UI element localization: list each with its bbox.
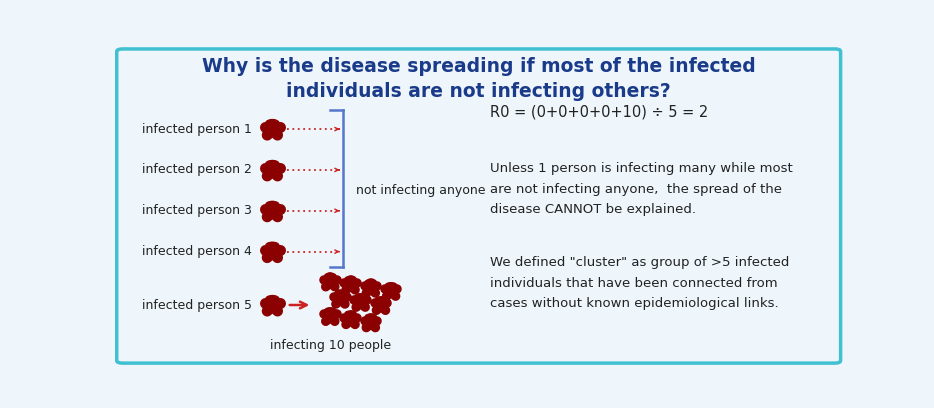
Text: infected person 3: infected person 3 — [142, 204, 252, 217]
Text: not infecting anyone: not infecting anyone — [356, 184, 485, 197]
FancyBboxPatch shape — [117, 49, 841, 363]
Circle shape — [345, 311, 356, 316]
Circle shape — [365, 314, 376, 319]
Circle shape — [266, 161, 278, 166]
Text: Why is the disease spreading if most of the infected: Why is the disease spreading if most of … — [202, 57, 756, 76]
Text: infected person 5: infected person 5 — [142, 299, 252, 311]
Circle shape — [375, 297, 387, 302]
Circle shape — [266, 296, 278, 301]
Circle shape — [365, 279, 376, 284]
Circle shape — [345, 277, 356, 281]
Text: individuals are not infecting others?: individuals are not infecting others? — [287, 82, 671, 101]
Text: infecting 10 people: infecting 10 people — [270, 339, 390, 353]
Text: Unless 1 person is infecting many while most
are not infecting anyone,  the spre: Unless 1 person is infecting many while … — [489, 162, 792, 216]
Circle shape — [266, 242, 278, 248]
Text: We defined "cluster" as group of >5 infected
individuals that have been connecte: We defined "cluster" as group of >5 infe… — [489, 256, 789, 310]
Text: infected person 4: infected person 4 — [142, 245, 252, 258]
Circle shape — [355, 294, 366, 299]
Text: infected person 2: infected person 2 — [142, 164, 252, 176]
Circle shape — [325, 308, 336, 313]
Circle shape — [266, 120, 278, 125]
Circle shape — [386, 283, 397, 288]
Text: infected person 1: infected person 1 — [142, 122, 252, 135]
Circle shape — [266, 202, 278, 207]
Text: R0 = (0+0+0+0+10) ÷ 5 = 2: R0 = (0+0+0+0+10) ÷ 5 = 2 — [489, 104, 708, 119]
Circle shape — [335, 290, 346, 295]
Circle shape — [325, 273, 336, 278]
